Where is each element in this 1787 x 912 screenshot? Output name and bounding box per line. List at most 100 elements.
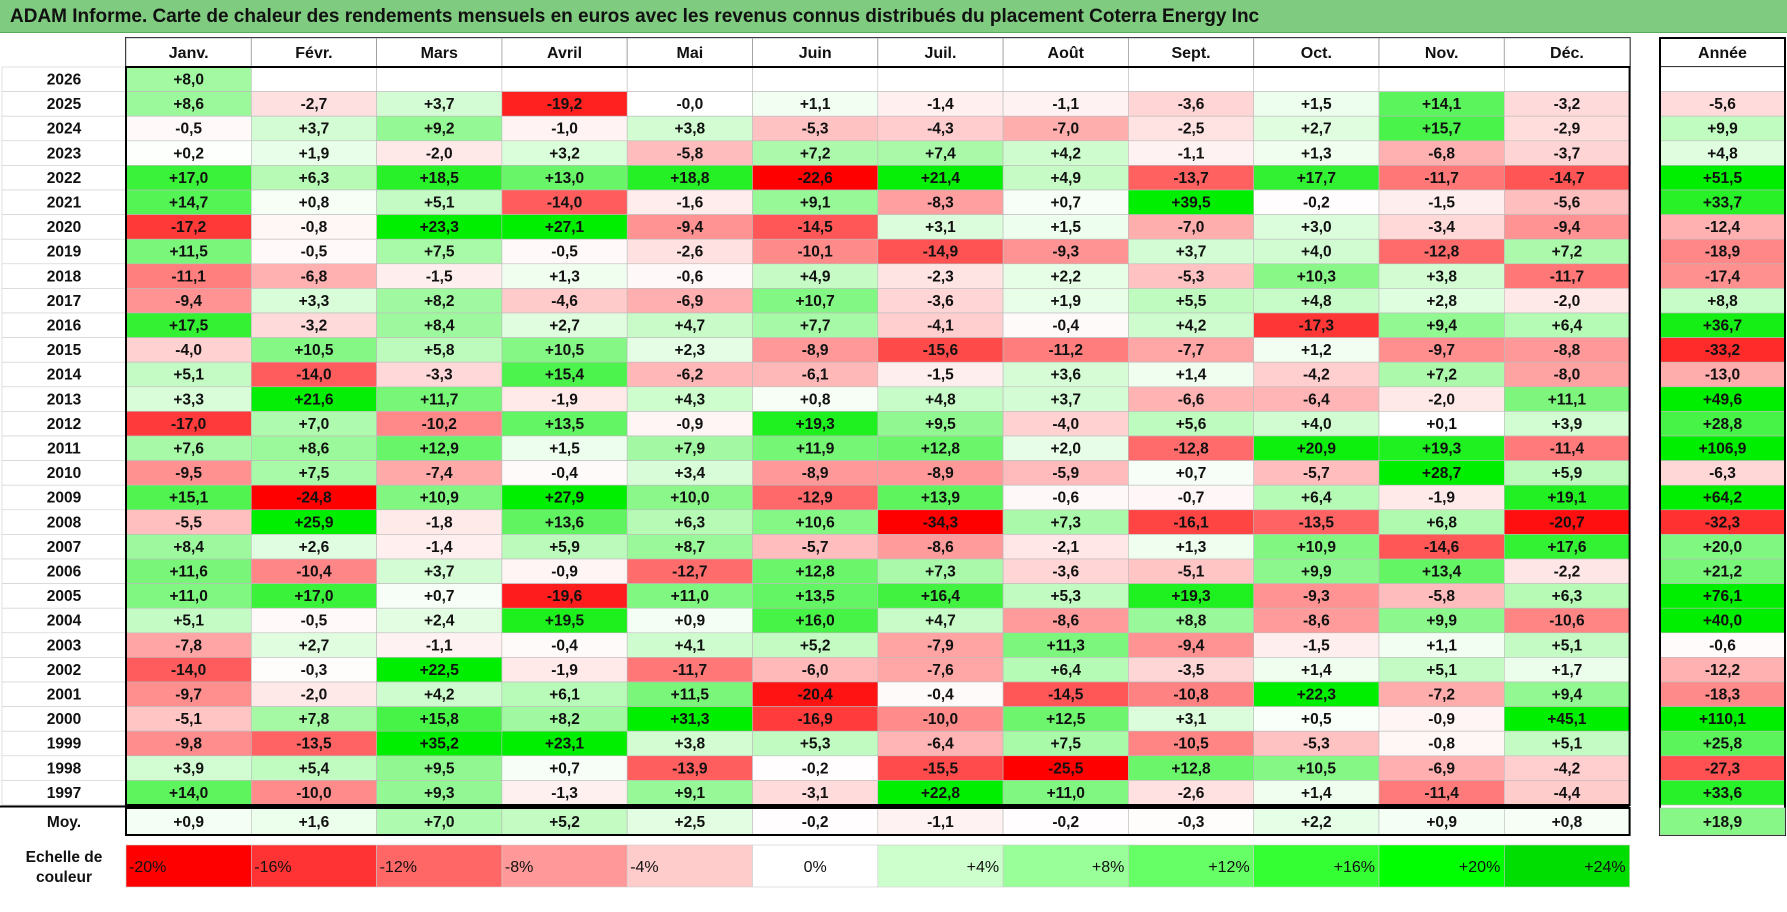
heatmap-cell [1253, 214, 1380, 240]
year-label: 2008 [47, 514, 82, 531]
cell-value: +6,3 [675, 514, 706, 531]
heatmap-cell [877, 165, 1004, 191]
heatmap-cell [501, 337, 628, 363]
scale-stop-label: +24% [1584, 859, 1625, 876]
cell-value: -0,5 [301, 613, 328, 630]
cell-value: +45,1 [1547, 711, 1587, 728]
cell-value: +8,4 [173, 539, 204, 556]
heatmap-cell [877, 386, 1004, 412]
cell-value: +12,8 [921, 441, 961, 458]
heatmap-cell [626, 755, 753, 781]
cell-value: -2,3 [927, 268, 954, 285]
heatmap-cell [1128, 607, 1255, 634]
annual-cell [1659, 558, 1786, 584]
cell-value: -11,7 [673, 662, 707, 679]
annual-value: +106,9 [1699, 441, 1747, 458]
cell-value: -0,5 [301, 244, 328, 261]
cell-value: -4,2 [1554, 760, 1581, 777]
cell-value: +3,8 [675, 736, 706, 753]
annual-cell [1659, 509, 1786, 535]
heatmap-cell [626, 607, 753, 634]
average-value: -0,2 [802, 814, 829, 831]
heatmap-cell [1253, 189, 1380, 215]
heatmap-cell [376, 534, 503, 560]
cell-value: +4,7 [925, 613, 956, 630]
heatmap-cell [251, 780, 377, 806]
scale-swatch [752, 844, 879, 888]
scale-swatch [1504, 844, 1630, 888]
cell-value: -2,6 [1178, 785, 1205, 802]
cell-value: -4,6 [551, 293, 578, 310]
annual-cell [1659, 460, 1786, 486]
cell-value: +8,0 [173, 72, 204, 89]
cell-value: +6,3 [299, 170, 330, 187]
heatmap-cell [1504, 583, 1630, 609]
cell-value: -24,8 [296, 490, 332, 507]
average-value: -0,2 [1052, 814, 1079, 831]
heatmap-cell [1504, 411, 1630, 437]
annual-value: -0,6 [1709, 637, 1736, 654]
cell-value: -6,1 [802, 367, 829, 384]
year-label-cell [1, 435, 127, 461]
cell-value: -0,9 [1428, 711, 1455, 728]
cell-value: +2,2 [1050, 268, 1081, 285]
heatmap-cell [1128, 312, 1255, 338]
heatmap-cell [1504, 730, 1630, 757]
heatmap-cell [125, 288, 252, 314]
cell-value: -0,4 [927, 687, 954, 704]
cell-value: +7,9 [675, 441, 706, 458]
heatmap-cell [1002, 780, 1129, 806]
cell-value: -14,5 [1048, 687, 1084, 704]
heatmap-cell [1504, 361, 1630, 388]
cell-value: -12,9 [797, 490, 833, 507]
year-label-cell [1, 337, 127, 363]
year-label: 2000 [47, 711, 81, 728]
cell-value: -0,6 [676, 268, 703, 285]
cell-value: +7,5 [424, 244, 455, 261]
heatmap-cell [125, 632, 252, 658]
cell-value: -2,0 [1554, 293, 1581, 310]
cell-value: -1,5 [426, 268, 453, 285]
cell-value: +4,8 [1301, 293, 1332, 310]
average-cell [1253, 807, 1380, 836]
cell-value: -0,4 [551, 465, 578, 482]
heatmap-cell [1002, 681, 1129, 707]
year-label: 2018 [47, 268, 82, 285]
cell-value: -1,1 [1178, 145, 1205, 162]
heatmap-cell [501, 361, 628, 388]
cell-value: +3,7 [1050, 391, 1081, 408]
heatmap-cell [1253, 435, 1380, 461]
year-label-cell [1, 755, 127, 781]
cell-value: -8,9 [802, 342, 829, 359]
heatmap-cell [1378, 411, 1505, 437]
heatmap-cell [626, 411, 753, 437]
cell-value: +9,4 [1426, 318, 1457, 335]
average-value: -0,3 [1178, 814, 1205, 831]
heatmap-cell [251, 706, 377, 732]
cell-value: +3,7 [424, 564, 455, 581]
heatmap-cell [752, 657, 879, 683]
cell-value: +2,3 [675, 342, 706, 359]
heatmap-cell [1002, 558, 1129, 584]
cell-value: -0,5 [175, 121, 202, 138]
year-label: 2021 [47, 195, 82, 212]
cell-value: +1,3 [1176, 539, 1207, 556]
heatmap-cell [1378, 484, 1505, 511]
average-value: +0,8 [1552, 814, 1583, 831]
cell-value: -7,6 [927, 662, 954, 679]
cell-value: +3,2 [549, 145, 580, 162]
average-value: -1,1 [927, 814, 954, 831]
heatmap-cell [1504, 534, 1630, 560]
month-header: Mai [677, 45, 704, 62]
annual-cell [1659, 165, 1786, 191]
annual-cell [1659, 312, 1786, 338]
cell-value: +8,6 [299, 441, 330, 458]
heatmap-cell [376, 238, 503, 265]
heatmap-cell [626, 558, 753, 584]
annual-value: -32,3 [1705, 514, 1741, 531]
scale-swatch [376, 844, 503, 888]
heatmap-cell [1002, 755, 1129, 781]
cell-value: -6,8 [301, 268, 328, 285]
cell-value: +19,1 [1547, 490, 1587, 507]
cell-value: -5,3 [1178, 268, 1205, 285]
